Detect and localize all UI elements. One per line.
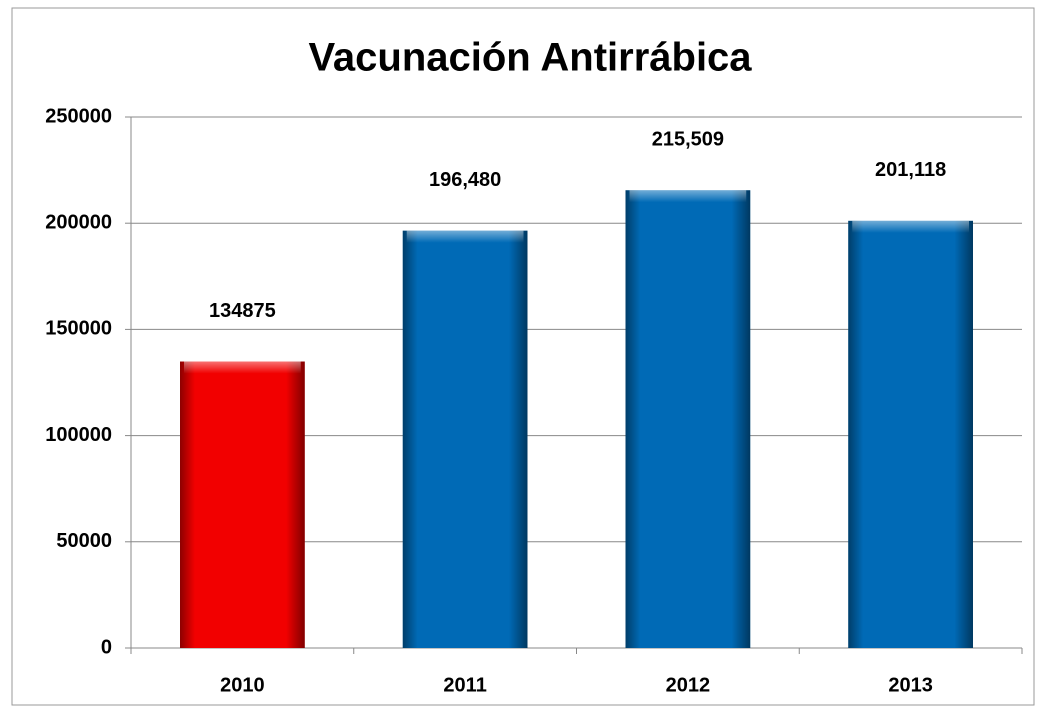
chart-border	[11, 7, 1035, 706]
bar-shade	[625, 190, 751, 648]
data-label: 201,118	[875, 159, 946, 181]
bar-shine	[852, 220, 969, 233]
y-tick-label: 150000	[45, 318, 112, 340]
data-label: 215,509	[652, 129, 724, 151]
x-tick-label: 2011	[443, 674, 486, 696]
data-label: 196,480	[429, 169, 501, 191]
bar-shine	[184, 361, 301, 374]
y-tick-label: 0	[101, 636, 112, 658]
y-tick-label: 250000	[45, 105, 112, 127]
bar-shade	[180, 361, 305, 648]
y-tick-label: 200000	[45, 211, 112, 233]
bar-shine	[406, 230, 524, 243]
x-tick-label: 2013	[888, 674, 933, 696]
bar-shine	[629, 190, 747, 203]
x-tick-label: 2012	[666, 674, 711, 696]
bar-shade	[848, 220, 973, 648]
y-tick-label: 100000	[45, 424, 112, 446]
chart-title: Vacunación Antirrábica	[308, 36, 752, 80]
y-tick-label: 50000	[56, 530, 112, 552]
data-label: 134875	[209, 300, 276, 322]
x-tick-label: 2010	[220, 674, 265, 696]
bar-shade	[402, 230, 528, 648]
